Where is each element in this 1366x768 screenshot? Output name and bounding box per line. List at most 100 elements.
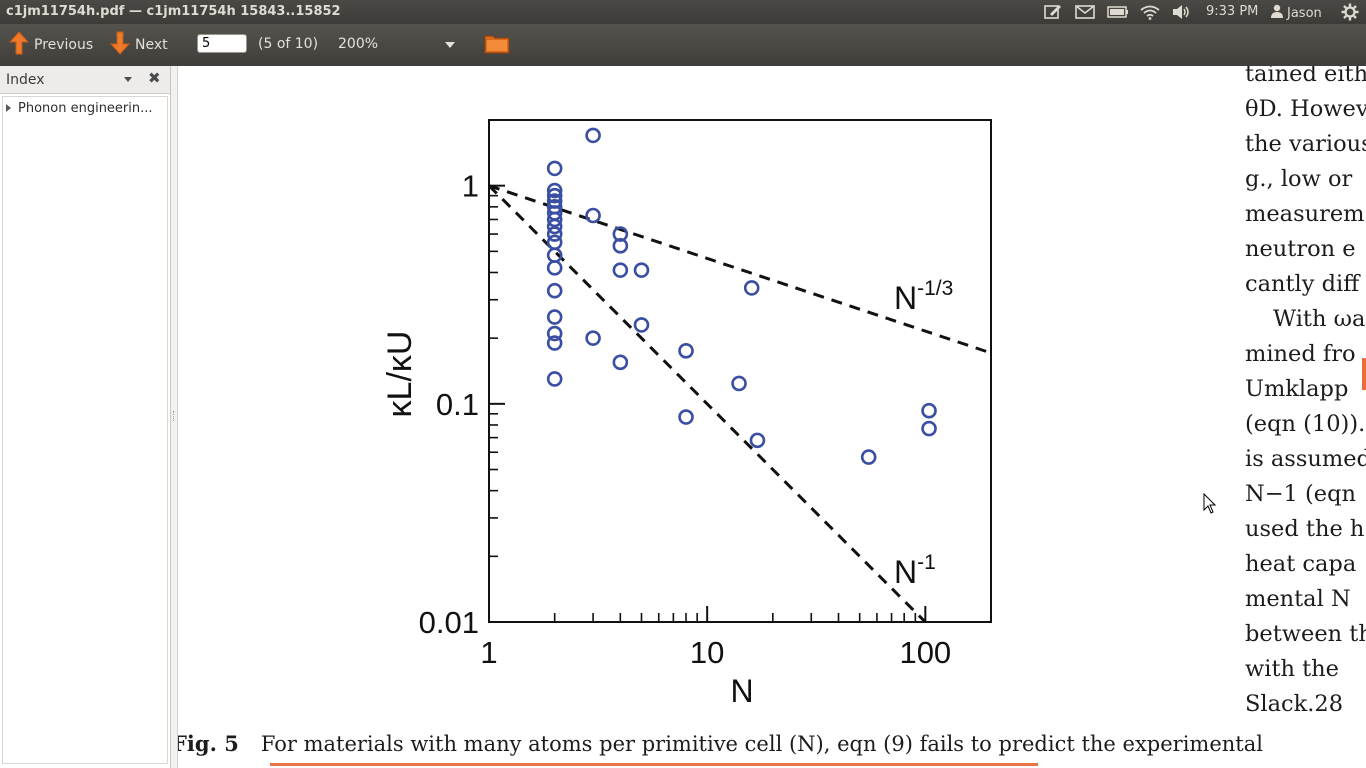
data-point — [921, 402, 937, 419]
y-axis-title: κL/κU — [381, 331, 419, 418]
body-text-line: heat capa — [1245, 551, 1357, 577]
gear-icon[interactable] — [1340, 3, 1360, 21]
trend-line-label-base: N — [894, 280, 917, 316]
compose-icon[interactable] — [1043, 3, 1063, 21]
data-point — [612, 262, 629, 278]
x-axis-title: N — [730, 673, 753, 709]
volume-icon[interactable] — [1170, 3, 1192, 21]
data-point — [546, 260, 563, 276]
body-text-line: with the — [1245, 656, 1339, 682]
data-point — [546, 226, 563, 242]
data-point — [546, 309, 563, 325]
data-point — [546, 160, 563, 177]
data-point — [546, 234, 563, 251]
caption-text: For materials with many atoms per primit… — [260, 732, 1263, 756]
page-count: (5 of 10) — [258, 36, 319, 52]
data-point — [546, 182, 563, 199]
user-icon — [1271, 4, 1283, 22]
data-point — [860, 449, 877, 465]
body-text-line: N−1 (eqn — [1245, 481, 1356, 507]
body-text-line: neutron e — [1245, 236, 1356, 262]
trend-line-label-exponent: -1 — [917, 551, 936, 574]
arrow-down-icon — [109, 31, 131, 59]
data-point — [749, 432, 766, 449]
body-text-line: is assumed — [1245, 446, 1366, 472]
folder-icon — [484, 32, 510, 58]
zoom-value: 200% — [338, 36, 379, 52]
top-panel: c1jm11754h.pdf — c1jm11754h 15843..15852… — [0, 0, 1366, 24]
body-text-line: measurem — [1245, 201, 1365, 227]
sidebar-splitter[interactable] — [171, 66, 178, 768]
body-text-line: g., low or — [1245, 166, 1353, 192]
data-point — [585, 127, 601, 144]
chevron-down-icon — [445, 42, 455, 48]
figure-caption: Fig. 5 For materials with many atoms per … — [178, 731, 1263, 756]
sidebar: Index ✖ Phonon engineerin... — [0, 66, 171, 768]
body-text-line: cantly diff — [1245, 271, 1360, 297]
sidebar-title[interactable]: Index — [6, 72, 45, 88]
page-number-input[interactable] — [197, 34, 247, 53]
body-text-line: mental N — [1245, 586, 1351, 612]
x-tick-label: 100 — [899, 635, 951, 670]
body-text-line: used the h — [1245, 516, 1365, 542]
chevron-down-icon[interactable] — [124, 77, 132, 82]
data-point — [743, 280, 760, 296]
search-highlight — [270, 763, 1038, 766]
data-point — [633, 262, 650, 278]
body-text-line: mined fro — [1245, 341, 1356, 367]
y-tick-label: 0.01 — [419, 605, 479, 640]
body-text-line: tained eith — [1245, 66, 1366, 87]
body-text-line: Slack.28 — [1245, 691, 1344, 717]
data-point — [546, 187, 563, 204]
trend-line-label-exponent: -1/3 — [917, 277, 953, 300]
body-text-line: between th — [1245, 621, 1366, 647]
toolbar: Previous Next (5 of 10) 200% — [0, 24, 1366, 67]
window-title: c1jm11754h.pdf — c1jm11754h 15843..15852 — [6, 4, 341, 19]
mail-icon[interactable] — [1074, 3, 1096, 21]
data-point — [612, 354, 629, 371]
previous-button[interactable]: Previous — [8, 31, 94, 59]
x-tick-label: 10 — [690, 635, 724, 670]
mouse-cursor-icon — [1203, 492, 1217, 519]
open-folder-button[interactable] — [484, 32, 510, 58]
tree-item[interactable]: Phonon engineerin... — [3, 99, 153, 117]
trend-line-label: N-1 — [894, 551, 936, 590]
data-point — [585, 330, 601, 346]
arrow-up-icon — [8, 31, 30, 59]
body-text-line: Umklapp — [1245, 376, 1349, 402]
body-text-line: (eqn (10)). — [1245, 411, 1366, 437]
wifi-icon[interactable] — [1139, 3, 1161, 21]
data-point — [678, 343, 694, 359]
trend-line-label: N-1/3 — [894, 277, 953, 316]
data-point — [546, 335, 563, 351]
data-point — [546, 371, 563, 387]
data-point — [612, 238, 629, 254]
data-point — [633, 317, 650, 333]
data-point — [546, 325, 563, 342]
user-menu[interactable]: Jason — [1271, 4, 1322, 22]
expander-icon[interactable] — [6, 104, 11, 112]
y-tick-label: 0.1 — [436, 387, 479, 422]
index-tree: Phonon engineerin... — [2, 96, 168, 764]
clock[interactable]: 9:33 PM — [1206, 4, 1259, 19]
next-button[interactable]: Next — [109, 31, 168, 59]
tree-item-label: Phonon engineerin... — [18, 100, 153, 116]
trend-line-label-base: N — [894, 554, 917, 590]
body-text-column: tained eith θD. Howev the various g., low o… — [1245, 66, 1366, 722]
battery-icon[interactable] — [1106, 3, 1130, 21]
data-point — [585, 207, 601, 224]
grip-icon — [173, 411, 176, 421]
zoom-select[interactable]: 200% — [330, 32, 462, 58]
close-icon[interactable]: ✖ — [148, 69, 161, 87]
previous-label: Previous — [34, 37, 94, 53]
data-point — [921, 420, 937, 437]
data-point — [546, 218, 563, 235]
x-tick-label: 1 — [480, 635, 497, 670]
y-tick-label: 1 — [462, 169, 479, 204]
next-label: Next — [135, 37, 168, 53]
body-text-line: With ωa — [1273, 306, 1366, 332]
body-text-line: θD. Howev — [1245, 96, 1366, 122]
data-point — [546, 282, 563, 299]
